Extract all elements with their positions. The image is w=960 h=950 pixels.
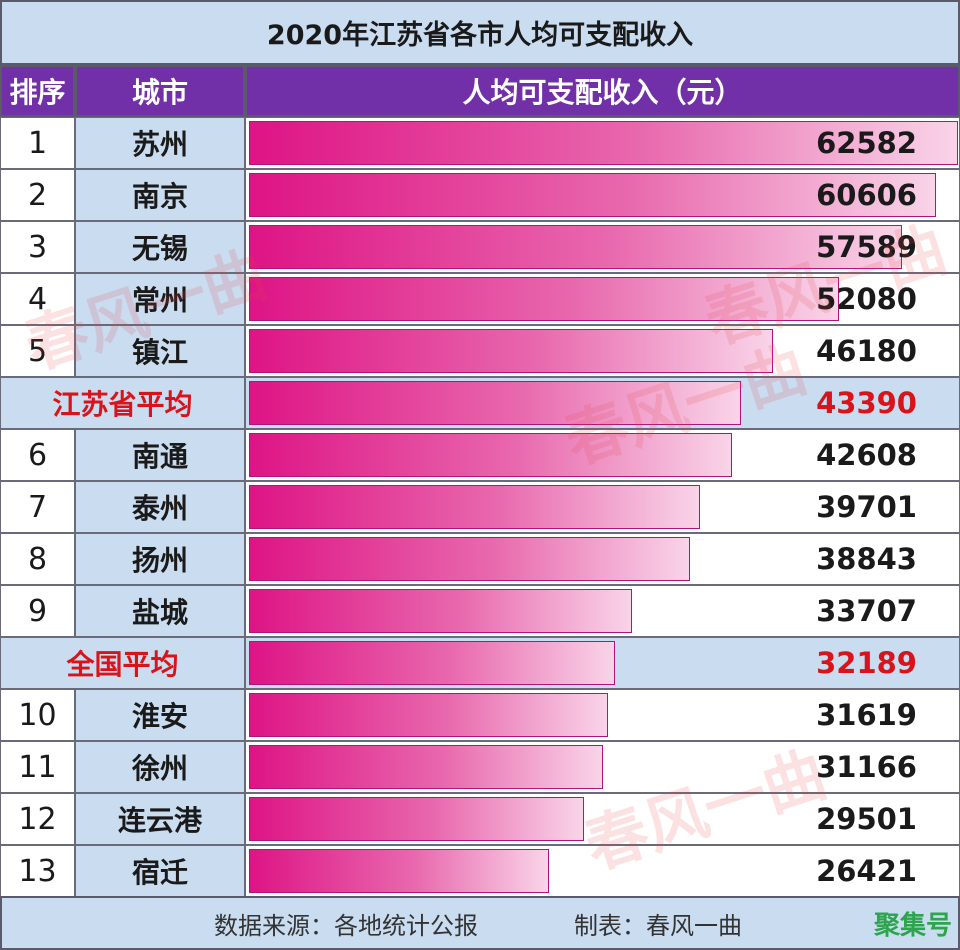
income-bar	[249, 797, 584, 841]
income-bar	[249, 433, 732, 477]
income-bar	[249, 537, 690, 581]
city-cell: 连云港	[75, 793, 245, 845]
bar-cell: 33707	[245, 585, 960, 637]
rank-cell: 10	[0, 689, 75, 741]
city-cell: 苏州	[75, 117, 245, 169]
income-bar	[249, 485, 700, 529]
income-value-label: 46180	[816, 334, 917, 368]
rank-cell: 3	[0, 221, 75, 273]
income-value-label: 57589	[816, 230, 917, 264]
income-bar	[249, 277, 839, 321]
bar-cell: 31619	[245, 689, 960, 741]
bar-cell: 39701	[245, 481, 960, 533]
income-value-label: 43390	[816, 386, 917, 420]
city-cell: 南京	[75, 169, 245, 221]
income-bar	[249, 381, 741, 425]
city-cell: 淮安	[75, 689, 245, 741]
bar-cell: 43390	[245, 377, 960, 429]
bar-cell: 46180	[245, 325, 960, 377]
income-value-label: 33707	[816, 594, 917, 628]
rank-cell: 9	[0, 585, 75, 637]
city-cell: 扬州	[75, 533, 245, 585]
income-value-label: 52080	[816, 282, 917, 316]
income-bar	[249, 693, 608, 737]
rank-cell: 7	[0, 481, 75, 533]
income-bar	[249, 849, 549, 893]
chart-footer: 数据来源：各地统计公报 制表：春风一曲 聚集号	[0, 896, 960, 950]
bar-cell: 32189	[245, 637, 960, 689]
rank-cell: 5	[0, 325, 75, 377]
income-bar	[249, 329, 773, 373]
income-bar	[249, 121, 958, 165]
income-bar	[249, 173, 936, 217]
bar-cell: 57589	[245, 221, 960, 273]
rank-cell: 1	[0, 117, 75, 169]
header-income: 人均可支配收入（元）	[245, 65, 960, 117]
bar-cell: 26421	[245, 845, 960, 897]
income-value-label: 29501	[816, 802, 917, 836]
bar-cell: 52080	[245, 273, 960, 325]
rank-cell: 2	[0, 169, 75, 221]
data-source: 数据来源：各地统计公报	[214, 911, 478, 940]
bar-cell: 60606	[245, 169, 960, 221]
rank-cell: 6	[0, 429, 75, 481]
income-bar	[249, 745, 603, 789]
city-cell: 南通	[75, 429, 245, 481]
bar-cell: 38843	[245, 533, 960, 585]
income-value-label: 26421	[816, 854, 917, 888]
city-cell: 宿迁	[75, 845, 245, 897]
average-label: 全国平均	[0, 637, 245, 689]
rank-cell: 12	[0, 793, 75, 845]
city-cell: 常州	[75, 273, 245, 325]
city-cell: 无锡	[75, 221, 245, 273]
header-rank: 排序	[0, 65, 75, 117]
rank-cell: 4	[0, 273, 75, 325]
income-bar	[249, 225, 902, 269]
income-value-label: 31619	[816, 698, 917, 732]
bar-cell: 31166	[245, 741, 960, 793]
header-city: 城市	[75, 65, 245, 117]
table-maker: 制表：春风一曲	[574, 911, 742, 940]
bar-cell: 62582	[245, 117, 960, 169]
income-value-label: 31166	[816, 750, 917, 784]
city-cell: 徐州	[75, 741, 245, 793]
rank-cell: 11	[0, 741, 75, 793]
income-value-label: 62582	[816, 126, 917, 160]
income-bar	[249, 641, 615, 685]
bar-cell: 29501	[245, 793, 960, 845]
average-label: 江苏省平均	[0, 377, 245, 429]
income-value-label: 60606	[816, 178, 917, 212]
rank-cell: 13	[0, 845, 75, 897]
income-bar	[249, 589, 632, 633]
chart-title: 2020年江苏省各市人均可支配收入	[0, 0, 960, 65]
income-value-label: 39701	[816, 490, 917, 524]
income-value-label: 42608	[816, 438, 917, 472]
income-value-label: 32189	[816, 646, 917, 680]
brand-logo: 聚集号	[873, 911, 952, 941]
income-value-label: 38843	[816, 542, 917, 576]
rank-cell: 8	[0, 533, 75, 585]
city-cell: 盐城	[75, 585, 245, 637]
bar-cell: 42608	[245, 429, 960, 481]
city-cell: 泰州	[75, 481, 245, 533]
city-cell: 镇江	[75, 325, 245, 377]
